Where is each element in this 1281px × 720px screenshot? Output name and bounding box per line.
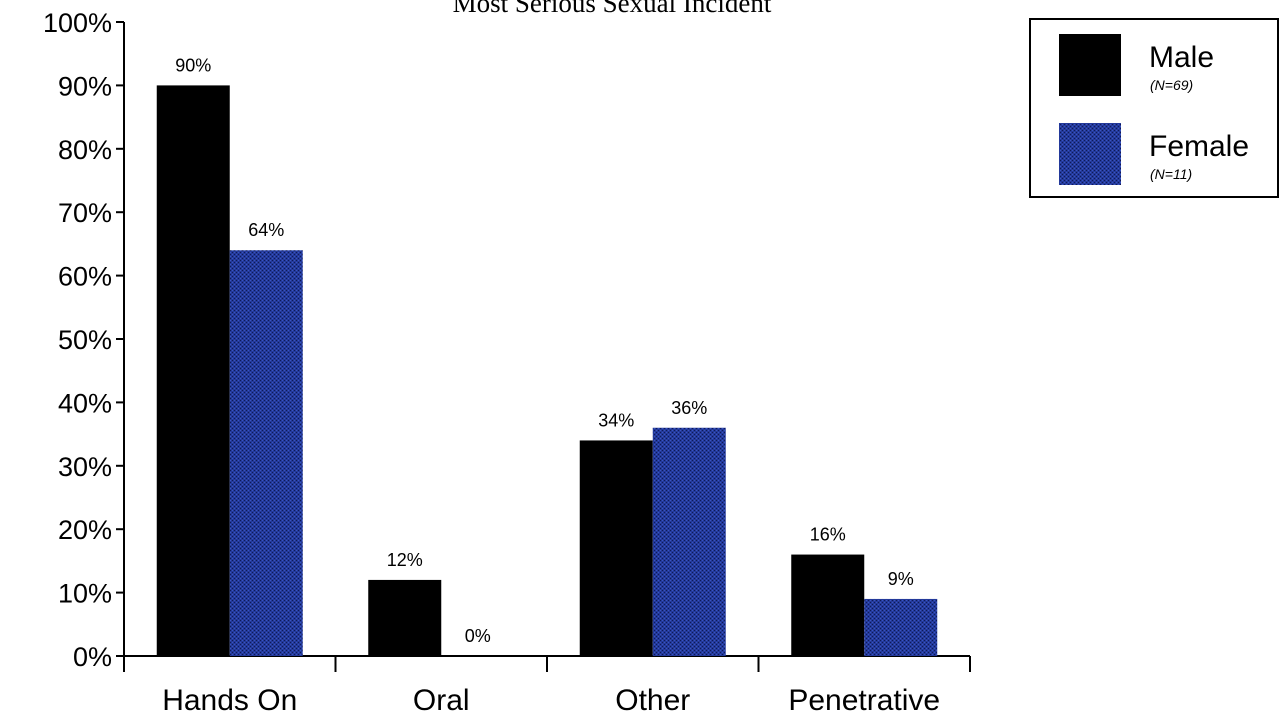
bar-male-hands-on <box>156 85 230 656</box>
chart-title: Most Serious Sexual Incident <box>453 0 772 18</box>
data-label: 34% <box>598 410 634 430</box>
legend-note-female: (N=11) <box>1150 166 1192 182</box>
x-category-label: Oral <box>413 684 470 715</box>
y-tick-label: 100% <box>43 8 112 38</box>
y-tick-label: 0% <box>73 642 112 672</box>
legend-swatch-male <box>1059 34 1121 96</box>
y-tick-label: 10% <box>58 579 112 609</box>
bar-male-penetrative <box>791 554 865 656</box>
y-tick-label: 20% <box>58 515 112 545</box>
y-tick-label: 60% <box>58 262 112 292</box>
bar-female-other <box>652 427 726 656</box>
y-tick-label: 90% <box>58 71 112 101</box>
bar-male-other <box>579 440 653 656</box>
legend-note-male: (N=69) <box>1150 77 1193 93</box>
y-tick-label: 40% <box>58 388 112 418</box>
data-label: 64% <box>248 220 284 240</box>
bar-female-penetrative <box>864 598 938 656</box>
legend-swatch-female <box>1059 123 1121 185</box>
data-label: 0% <box>465 626 491 646</box>
x-category-label: Other <box>615 684 690 715</box>
x-category-label: Penetrative <box>788 684 940 715</box>
legend-label-female: Female <box>1149 130 1249 163</box>
bar-female-hands-on <box>229 250 303 657</box>
y-tick-label: 80% <box>58 135 112 165</box>
y-tick-label: 30% <box>58 452 112 482</box>
y-tick-label: 50% <box>58 325 112 355</box>
bars <box>156 85 938 657</box>
legend-label-male: Male <box>1149 41 1214 74</box>
data-labels: 90% 12% 34% 16% 64% 0% 36% 9% <box>175 55 914 646</box>
y-axis: 0% 10% 20% 30% 40% 50% 60% 70% 80% 90% 100% <box>43 8 125 672</box>
data-label: 9% <box>888 569 914 589</box>
x-category-label: Hands On <box>162 684 297 715</box>
y-tick-label: 70% <box>58 198 112 228</box>
data-label: 12% <box>387 550 423 570</box>
data-label: 36% <box>671 398 707 418</box>
data-label: 16% <box>810 525 846 545</box>
data-label: 90% <box>175 55 211 75</box>
legend: Male (N=69) Female (N=11) <box>1029 18 1279 198</box>
x-axis: Hands On Oral Other Penetrative <box>123 655 971 717</box>
bar-male-oral <box>368 579 442 656</box>
